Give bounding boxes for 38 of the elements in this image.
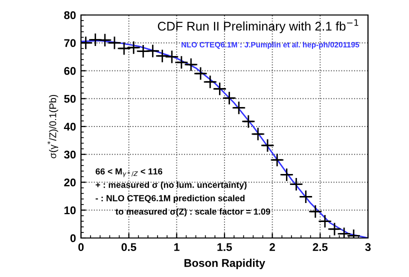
point bbox=[270, 153, 284, 167]
annotation: 66 < M$_{γ*/Z}$ < 116 bbox=[96, 168, 162, 178]
x-tick-label: 0 bbox=[78, 243, 84, 252]
point bbox=[232, 100, 246, 115]
y-tick-label: 40 bbox=[64, 122, 76, 131]
point bbox=[289, 177, 304, 192]
annotation: + : measured σ (no lum. uncertainty) bbox=[96, 181, 247, 190]
y-tick-label: 20 bbox=[64, 178, 76, 186]
point bbox=[194, 66, 208, 80]
annotation: - : NLO CTEQ6.1M prediction scaled bbox=[96, 194, 245, 204]
point bbox=[280, 168, 294, 182]
y-tick-label: 60 bbox=[64, 67, 76, 75]
x-tick-label: 1 bbox=[174, 243, 180, 251]
y-axis-title: σ(γ$^{*}$/Z)/0.1(Pb) bbox=[47, 94, 58, 158]
x-axis-title: Boson Rapidity bbox=[184, 258, 266, 270]
y-tick-label: 50 bbox=[64, 94, 76, 103]
point bbox=[298, 190, 313, 204]
y-tick-label: 80 bbox=[64, 11, 76, 20]
x-tick-label: 2 bbox=[270, 243, 275, 251]
x-tick-label: 0.5 bbox=[122, 243, 136, 252]
point bbox=[318, 214, 332, 228]
point bbox=[260, 138, 274, 152]
y-tick-label: 30 bbox=[64, 150, 76, 159]
x-tick-label: 1.5 bbox=[217, 243, 232, 252]
point bbox=[308, 204, 322, 218]
y-tick-label: 70 bbox=[64, 39, 76, 48]
point bbox=[241, 114, 256, 128]
point bbox=[251, 127, 265, 141]
chart-title: CDF Run II Preliminary with 2.1 fb$^{−1}$ bbox=[158, 19, 358, 34]
point bbox=[203, 74, 218, 89]
y-tick-label: 0 bbox=[70, 234, 76, 242]
point bbox=[328, 222, 342, 236]
x-tick-label: 3 bbox=[365, 243, 371, 252]
point bbox=[222, 91, 236, 106]
y-tick-label: 10 bbox=[64, 206, 76, 214]
x-tick-label: 2.5 bbox=[312, 243, 328, 252]
annotation: to measured σ(Z) : scale factor = 1.09 bbox=[116, 208, 270, 216]
point bbox=[212, 82, 227, 96]
